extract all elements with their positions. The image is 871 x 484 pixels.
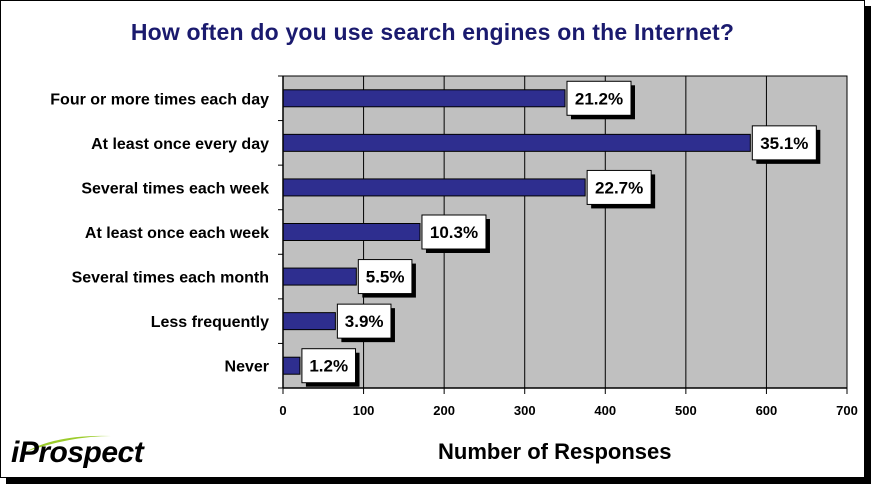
category-label: Less frequently xyxy=(151,314,269,331)
category-label: At least once each week xyxy=(85,225,269,242)
data-label: 1.2% xyxy=(309,357,348,376)
category-label: Several times each month xyxy=(72,270,269,287)
data-label-box xyxy=(751,125,817,161)
logo-swoosh-icon xyxy=(19,435,111,456)
chart-title: How often do you use search engines on t… xyxy=(130,19,735,45)
x-tick-label: 400 xyxy=(594,403,616,418)
bar xyxy=(282,312,336,331)
data-label-box xyxy=(421,214,487,250)
x-tick-label: 100 xyxy=(353,403,375,418)
data-label: 5.5% xyxy=(366,268,405,287)
x-tick-label: 0 xyxy=(279,403,286,418)
x-tick-label: 300 xyxy=(514,403,536,418)
bar xyxy=(282,178,586,197)
bar xyxy=(282,267,357,286)
category-label: Four or more times each day xyxy=(50,91,269,108)
category-label: Never xyxy=(225,359,269,376)
bar xyxy=(282,223,421,241)
logo-text: iProspect xyxy=(11,436,144,469)
category-label: At least once every day xyxy=(91,136,269,153)
bar xyxy=(282,356,301,375)
data-label-box xyxy=(357,259,413,295)
bar-chart: 0 100 200 300 400 500 600 700 Four or more times… xyxy=(50,75,858,418)
category-label: Several times each week xyxy=(81,180,269,197)
iprospect-logo: iProspect xyxy=(11,426,196,476)
data-label-box xyxy=(586,169,652,205)
data-label: 10.3% xyxy=(430,223,478,242)
data-label-box xyxy=(336,303,392,339)
data-label: 22.7% xyxy=(595,178,643,197)
data-label-box xyxy=(566,80,632,116)
x-tick-label: 600 xyxy=(756,403,778,418)
bar xyxy=(282,133,751,152)
bar xyxy=(282,89,566,108)
data-label: 35.1% xyxy=(760,134,808,153)
data-label: 3.9% xyxy=(345,312,384,331)
x-tick-label: 500 xyxy=(675,403,697,418)
data-label-box xyxy=(301,348,357,384)
x-tick-label: 200 xyxy=(433,403,455,418)
data-label: 21.2% xyxy=(575,89,623,108)
x-tick-label: 700 xyxy=(836,403,858,418)
x-axis-label: Number of Responses xyxy=(438,439,672,464)
